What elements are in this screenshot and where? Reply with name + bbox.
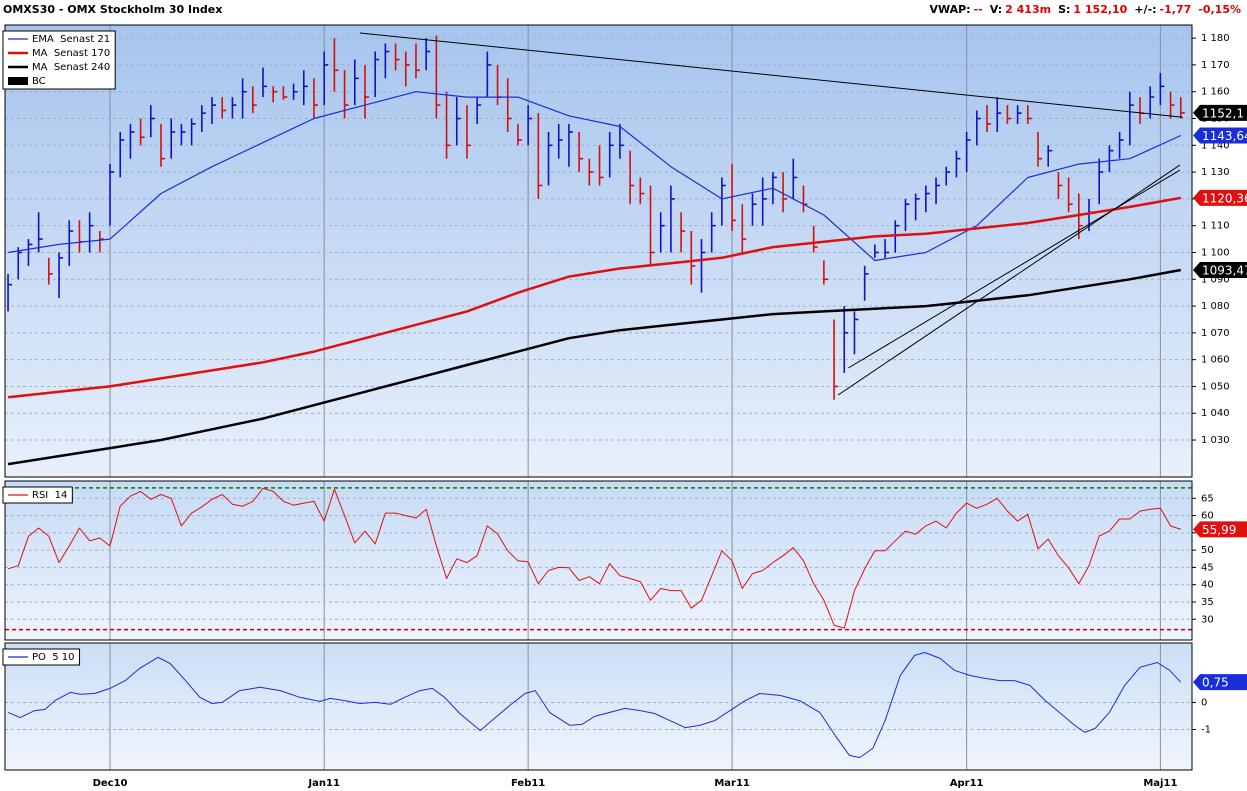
stat-value: -- (973, 3, 983, 16)
last-value-marker (1193, 127, 1247, 144)
y-tick-label: 1 140 (1201, 140, 1230, 151)
last-value-label: 55,99 (1202, 523, 1236, 537)
plot-area (5, 643, 1192, 770)
y-tick-label: 1 050 (1201, 381, 1230, 392)
trend-line (837, 164, 1181, 396)
indicator-line (7, 196, 1182, 399)
y-tick-label: 0 (1201, 697, 1207, 708)
indicator-line (7, 652, 1182, 759)
quote-stats: VWAP: -- V: 2 413m S: 1 152,10 +/-: -1,77 -0,15% (929, 3, 1241, 16)
stat-label: V: (989, 3, 1003, 16)
y-tick-label: 1 110 (1201, 221, 1230, 232)
legend-label: BC (32, 76, 46, 87)
stat-label: VWAP: (929, 3, 971, 16)
last-value-label: 1093,47 (1202, 263, 1247, 277)
y-tick-label: 65 (1201, 493, 1214, 504)
chart-title: OMXS30 - OMX Stockholm 30 Index (3, 3, 223, 16)
y-tick-label: 1 080 (1201, 301, 1230, 312)
legend-label: MA Senast 170 (32, 48, 110, 59)
y-tick-label: 1 160 (1201, 87, 1230, 98)
x-tick-label: Apr11 (950, 778, 984, 789)
y-tick-label: 1 070 (1201, 328, 1230, 339)
legend-label: RSI 14 (32, 490, 67, 501)
y-tick-label: 1 100 (1201, 247, 1230, 258)
last-value-label: 1143,64 (1202, 129, 1247, 143)
x-tick-label: Maj11 (1143, 778, 1177, 789)
plot-area (5, 481, 1192, 640)
stat-value: -0,15% (1198, 3, 1241, 16)
panel-border (4, 24, 1193, 478)
indicator-line (8, 91, 1182, 262)
stat-value: 2 413m (1005, 3, 1052, 16)
panel-background (5, 25, 1192, 477)
y-tick-label: 50 (1201, 545, 1214, 556)
trend-line (848, 169, 1181, 369)
y-tick-label: 35 (1201, 597, 1214, 608)
last-value-marker (1193, 521, 1247, 538)
legend-box (2, 486, 73, 504)
last-value-label: 1120,36 (1202, 191, 1247, 205)
indicator-line (7, 268, 1182, 466)
legend-label: PO 5 10 (32, 652, 75, 663)
legend-box (2, 648, 81, 666)
last-value-marker (1193, 674, 1247, 691)
last-value-marker (1193, 104, 1247, 121)
stat-value: 1 152,10 (1073, 3, 1128, 16)
y-tick-label: 30 (1201, 614, 1214, 625)
legend-label: MA Senast 240 (32, 62, 110, 73)
y-tick-label: 1 180 (1201, 33, 1230, 44)
y-tick-label: 40 (1201, 580, 1214, 591)
last-value-label: 1152,1 (1202, 106, 1244, 120)
panel-background (5, 643, 1192, 770)
legend-swatch (8, 77, 28, 85)
y-tick-label: 1 060 (1201, 355, 1230, 366)
panel-background (5, 481, 1192, 640)
y-tick-label: 1 030 (1201, 435, 1230, 446)
y-tick-label: 1 040 (1201, 408, 1230, 419)
trend-line (359, 32, 1183, 118)
stat-value: -1,77 (1159, 3, 1192, 16)
last-value-marker (1193, 261, 1247, 278)
y-tick-label: 45 (1201, 562, 1214, 573)
x-tick-label: Dec10 (93, 778, 128, 789)
panel-border (4, 480, 1193, 641)
y-tick-label: 1 130 (1201, 167, 1230, 178)
y-tick-label: -1 (1201, 724, 1211, 735)
y-tick-label: 1 170 (1201, 60, 1230, 71)
plot-area (5, 25, 1192, 477)
panel-border (4, 642, 1193, 771)
x-tick-label: Mar11 (714, 778, 750, 789)
stat-label: +/-: (1134, 3, 1157, 16)
legend-label: EMA Senast 21 (32, 34, 110, 45)
header: OMXS30 - OMX Stockholm 30 Index VWAP: -- V… (0, 0, 1247, 20)
stat-label: S: (1058, 3, 1071, 16)
x-tick-label: Jan11 (307, 778, 340, 789)
y-tick-label: 60 (1201, 511, 1214, 522)
last-value-label: 0,75 (1202, 676, 1229, 690)
last-value-marker (1193, 189, 1247, 206)
indicator-line (7, 487, 1181, 629)
x-tick-label: Feb11 (511, 778, 545, 789)
y-tick-label: 1 090 (1201, 274, 1230, 285)
